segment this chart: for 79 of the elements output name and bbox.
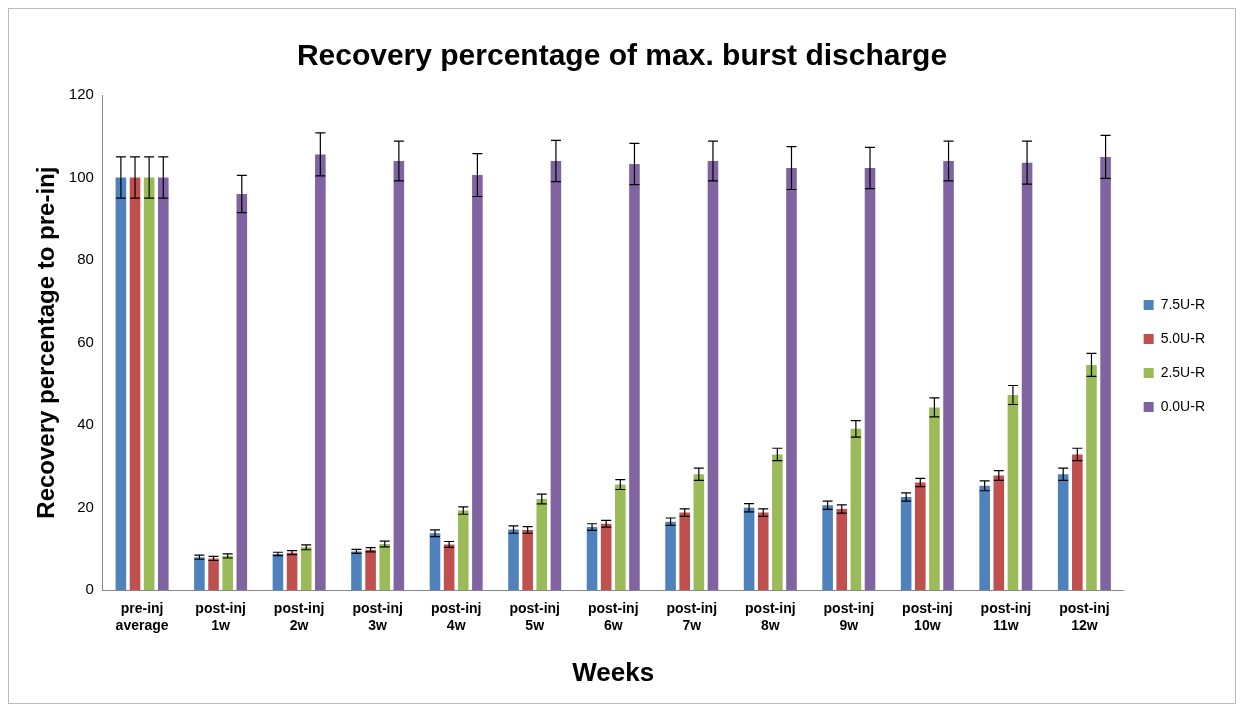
bar: [550, 161, 562, 591]
y-tick-label: 40: [77, 415, 94, 433]
bar: [665, 521, 676, 591]
bar: [143, 177, 155, 591]
bar: [429, 533, 441, 591]
legend-label: 0.0U-R: [1160, 397, 1206, 414]
bar: [600, 523, 612, 591]
x-tick-label: post-inj 1w: [195, 600, 246, 634]
bar: [850, 428, 862, 591]
x-axis-title: Weeks: [572, 656, 655, 687]
bar: [629, 163, 640, 591]
bar: [914, 482, 926, 591]
bar: [707, 161, 719, 591]
bar: [679, 512, 690, 591]
bar: [443, 544, 455, 591]
bar: [393, 161, 405, 591]
x-tick-label: post-inj 12w: [1059, 600, 1110, 634]
bar: [900, 496, 912, 591]
bar: [1100, 156, 1111, 591]
bar: [1007, 395, 1019, 591]
x-tick-label: pre-inj average: [115, 600, 169, 634]
bar: [286, 552, 298, 591]
bar: [822, 505, 833, 591]
bar: [351, 551, 362, 591]
bar: [457, 510, 469, 591]
bar: [772, 454, 783, 591]
chart-title: Recovery percentage of max. burst discharge: [296, 38, 948, 72]
bar: [979, 485, 990, 591]
y-tick-label: 0: [85, 580, 94, 598]
bar: [836, 508, 848, 591]
y-tick-label: 80: [77, 250, 94, 268]
bar: [208, 558, 219, 591]
bar: [1057, 474, 1069, 591]
bar: [365, 549, 376, 591]
x-tick-label: post-inj 6w: [587, 600, 639, 634]
bar: [757, 512, 769, 591]
legend-label: 5.0U-R: [1160, 329, 1206, 346]
bar: [615, 484, 626, 591]
y-tick-label: 20: [77, 497, 94, 515]
x-tick-label: post-inj 7w: [666, 600, 718, 634]
x-tick-label: post-inj 4w: [430, 600, 482, 634]
x-tick-label: post-inj 5w: [509, 600, 560, 634]
bar: [115, 177, 127, 591]
x-tick-label: post-inj 11w: [980, 600, 1032, 634]
bar: [864, 168, 876, 591]
bar: [743, 507, 755, 591]
x-tick-label: post-inj 10w: [902, 600, 953, 634]
bar: [472, 175, 483, 591]
bar: [786, 168, 797, 591]
legend-label: 7.5U-R: [1160, 295, 1206, 312]
bar: [272, 553, 284, 591]
bar: [194, 557, 205, 591]
bar: [379, 543, 391, 591]
x-tick-label: post-inj 3w: [352, 600, 403, 634]
y-tick-label: 100: [68, 167, 94, 185]
bar: [929, 407, 940, 591]
bar: [1021, 162, 1033, 591]
bar: [943, 161, 954, 591]
x-tick-label: post-inj 9w: [823, 600, 875, 634]
bar: [693, 474, 705, 591]
bar: [222, 555, 233, 591]
bar: [1072, 454, 1083, 591]
x-tick-label: post-inj 2w: [273, 600, 325, 634]
bar: [508, 529, 519, 591]
bar: [993, 475, 1005, 591]
y-tick-label: 120: [68, 85, 94, 103]
bar: [536, 499, 548, 591]
bar: [315, 154, 326, 591]
bar: [300, 547, 312, 591]
bar: [522, 529, 533, 591]
y-axis-title: Recovery percentage to pre-inj: [32, 166, 60, 519]
bar: [586, 527, 598, 591]
bar: [236, 194, 248, 591]
y-tick-label: 60: [77, 332, 94, 350]
bar: [157, 177, 169, 591]
bar: [1086, 364, 1097, 591]
bar: [129, 177, 141, 591]
x-tick-label: post-inj 8w: [745, 600, 796, 634]
legend-label: 2.5U-R: [1160, 363, 1206, 380]
